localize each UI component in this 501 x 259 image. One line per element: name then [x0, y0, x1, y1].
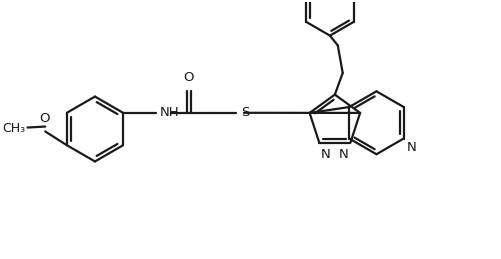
Text: O: O	[184, 71, 194, 84]
Text: O: O	[39, 112, 50, 125]
Text: N: N	[321, 148, 331, 161]
Text: S: S	[241, 106, 249, 119]
Text: N: N	[407, 141, 416, 154]
Text: NH: NH	[159, 106, 179, 119]
Text: N: N	[339, 148, 349, 161]
Text: CH₃: CH₃	[3, 122, 26, 135]
